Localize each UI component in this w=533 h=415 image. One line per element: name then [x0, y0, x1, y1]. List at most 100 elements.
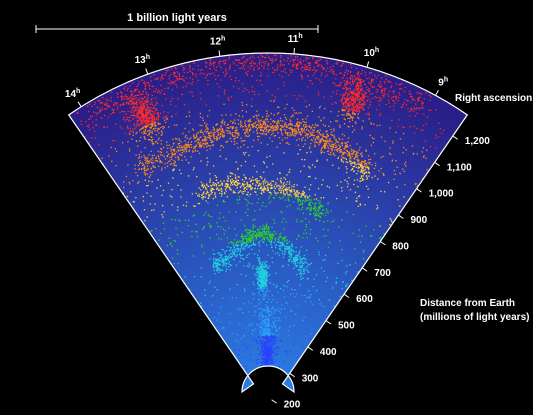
galaxy-point [160, 185, 162, 187]
galaxy-point [317, 142, 319, 144]
galaxy-point [286, 126, 289, 128]
galaxy-point [246, 182, 248, 184]
galaxy-point [145, 120, 147, 122]
galaxy-point [297, 304, 299, 307]
galaxy-point [360, 180, 362, 182]
galaxy-point [285, 129, 287, 131]
galaxy-point [161, 133, 163, 135]
galaxy-point [99, 99, 101, 102]
galaxy-point [314, 206, 316, 209]
galaxy-point [153, 112, 155, 114]
galaxy-point [263, 319, 266, 321]
galaxy-point [262, 228, 264, 231]
galaxy-point [266, 117, 268, 120]
galaxy-point [202, 185, 204, 187]
galaxy-point [290, 257, 292, 259]
galaxy-point [354, 79, 357, 81]
galaxy-point [300, 128, 302, 130]
galaxy-point [264, 384, 267, 386]
galaxy-point [350, 100, 353, 102]
galaxy-point [209, 181, 211, 183]
galaxy-point [132, 131, 134, 133]
galaxy-point [260, 271, 262, 273]
galaxy-point [262, 316, 264, 319]
galaxy-point [265, 115, 268, 117]
galaxy-point [320, 197, 322, 199]
galaxy-point [152, 121, 154, 123]
galaxy-point [255, 305, 257, 307]
galaxy-point [396, 186, 398, 188]
galaxy-point [202, 228, 204, 230]
galaxy-point [265, 335, 267, 337]
galaxy-point [201, 194, 203, 196]
galaxy-point [315, 211, 317, 213]
galaxy-point [289, 245, 291, 248]
galaxy-point [268, 115, 270, 117]
galaxy-point [243, 243, 245, 245]
galaxy-point [267, 339, 269, 341]
galaxy-point [265, 336, 267, 338]
galaxy-point [216, 136, 218, 139]
galaxy-point [139, 91, 141, 93]
galaxy-point [286, 187, 288, 189]
galaxy-point [266, 370, 268, 372]
galaxy-point [160, 148, 162, 150]
galaxy-point [134, 115, 136, 117]
galaxy-point [129, 129, 131, 132]
galaxy-point [354, 95, 356, 97]
galaxy-point [142, 196, 144, 198]
galaxy-point [319, 139, 321, 142]
galaxy-point [405, 161, 407, 163]
galaxy-point [346, 103, 348, 105]
galaxy-point [264, 375, 266, 377]
galaxy-point [261, 236, 264, 238]
galaxy-point [267, 389, 269, 392]
galaxy-point [142, 118, 145, 120]
galaxy-point [176, 76, 178, 78]
galaxy-point [141, 121, 143, 123]
galaxy-point [265, 334, 267, 336]
galaxy-point [226, 72, 228, 74]
galaxy-point [234, 119, 236, 121]
galaxy-point [213, 264, 215, 267]
galaxy-point [272, 327, 274, 329]
galaxy-point [333, 136, 335, 138]
galaxy-point [383, 94, 385, 96]
galaxy-point [236, 244, 238, 246]
galaxy-point [247, 191, 249, 193]
galaxy-point [267, 322, 269, 324]
galaxy-point [267, 367, 269, 369]
galaxy-point [379, 237, 381, 239]
galaxy-point [267, 334, 269, 336]
galaxy-point [263, 287, 266, 289]
galaxy-point [282, 197, 284, 199]
galaxy-point [142, 104, 145, 106]
galaxy-point [363, 164, 366, 166]
galaxy-point [356, 156, 358, 159]
galaxy-point [359, 105, 361, 107]
galaxy-point [310, 208, 312, 210]
galaxy-point [357, 170, 359, 172]
galaxy-point [220, 125, 222, 127]
galaxy-point [195, 139, 197, 142]
galaxy-point [265, 277, 267, 279]
galaxy-point [346, 102, 348, 104]
galaxy-point [357, 95, 359, 97]
galaxy-point [205, 61, 207, 63]
galaxy-point [262, 285, 264, 287]
galaxy-point [343, 74, 346, 76]
galaxy-point [265, 370, 268, 372]
galaxy-point [280, 187, 282, 189]
galaxy-point [261, 288, 263, 291]
galaxy-point [236, 182, 238, 184]
galaxy-point [271, 130, 273, 132]
galaxy-point [302, 258, 304, 260]
galaxy-point [213, 257, 215, 260]
galaxy-point [319, 105, 321, 108]
galaxy-point [267, 397, 268, 398]
galaxy-point [260, 187, 262, 189]
galaxy-point [296, 184, 298, 186]
galaxy-point [178, 150, 180, 152]
galaxy-point [169, 147, 172, 149]
galaxy-point [272, 338, 275, 340]
